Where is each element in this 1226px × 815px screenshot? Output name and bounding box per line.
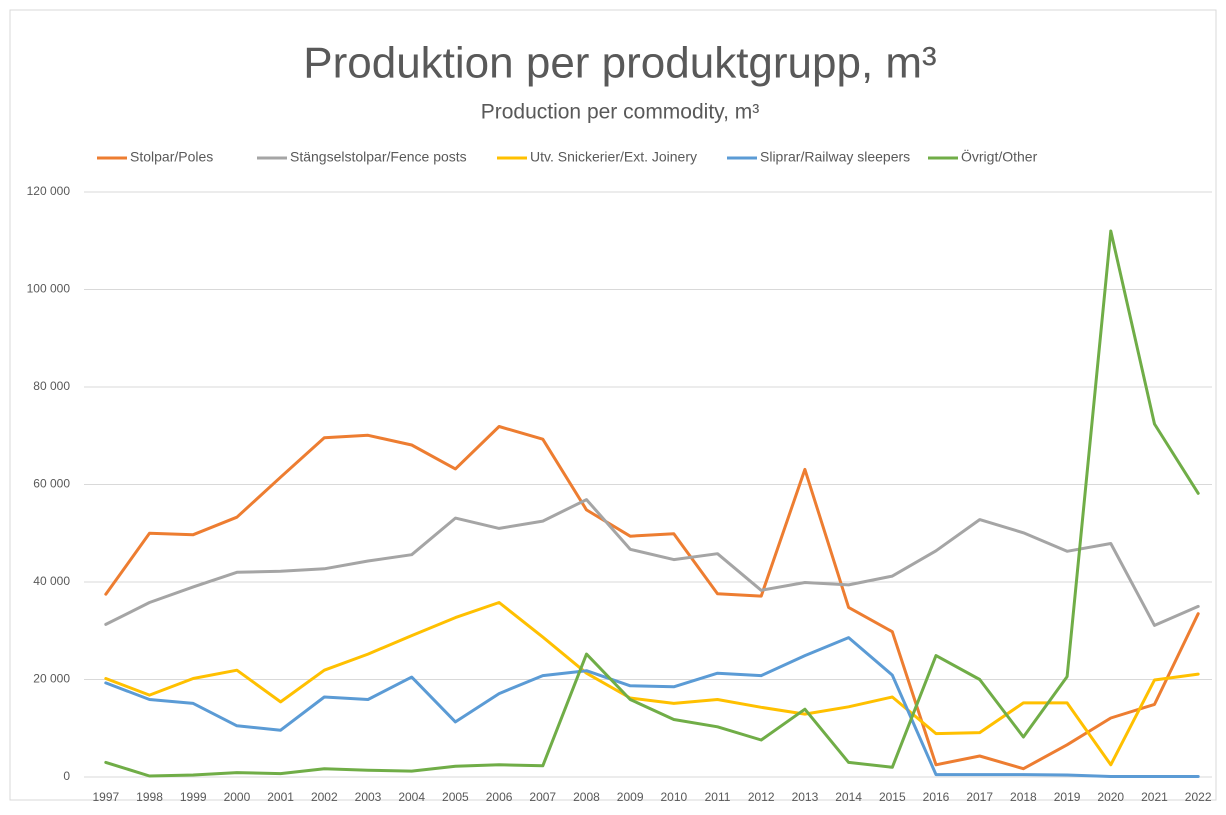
series-line (104, 498, 1200, 627)
x-tick-label: 2021 (1141, 790, 1168, 804)
legend-label: Sliprar/Railway sleepers (760, 149, 910, 165)
x-tick-label: 1998 (136, 790, 163, 804)
x-tick-label: 2002 (311, 790, 338, 804)
x-tick-label: 1999 (180, 790, 207, 804)
x-tick-label: 2011 (705, 790, 731, 804)
series-line (104, 636, 1200, 778)
x-tick-label: 2006 (486, 790, 513, 804)
x-tick-label: 2009 (617, 790, 644, 804)
chart-title: Produktion per produktgrupp, m³ (303, 39, 936, 88)
legend-label: Stängselstolpar/Fence posts (290, 149, 467, 165)
y-tick-label: 120 000 (27, 184, 71, 198)
y-tick-label: 100 000 (27, 282, 71, 296)
series-line (104, 425, 1200, 771)
series-line (104, 601, 1200, 767)
chart-border (9, 9, 1217, 801)
x-tick-label: 2020 (1097, 790, 1124, 804)
legend-label: Stolpar/Poles (130, 149, 213, 165)
x-tick-label: 2019 (1054, 790, 1081, 804)
x-tick-label: 2017 (966, 790, 993, 804)
x-tick-label: 2022 (1185, 790, 1212, 804)
x-tick-label: 2007 (529, 790, 556, 804)
chart-subtitle: Production per commodity, m³ (481, 101, 760, 124)
x-tick-label: 2014 (835, 790, 862, 804)
y-tick-label: 80 000 (33, 379, 70, 393)
x-tick-label: 1997 (92, 790, 119, 804)
x-tick-label: 2012 (748, 790, 775, 804)
legend-label: Övrigt/Other (961, 148, 1038, 165)
legend-label: Utv. Snickerier/Ext. Joinery (530, 149, 697, 165)
y-tick-label: 20 000 (33, 672, 70, 686)
x-tick-label: 2005 (442, 790, 469, 804)
y-tick-label: 0 (63, 769, 70, 783)
x-tick-label: 2018 (1010, 790, 1037, 804)
x-tick-label: 2008 (573, 790, 600, 804)
x-tick-label: 2015 (879, 790, 906, 804)
y-tick-label: 60 000 (33, 477, 70, 491)
x-tick-label: 2003 (355, 790, 382, 804)
x-tick-label: 2001 (267, 790, 294, 804)
x-tick-label: 2004 (398, 790, 425, 804)
x-tick-label: 2010 (660, 790, 687, 804)
x-tick-label: 2000 (224, 790, 251, 804)
x-tick-label: 2016 (923, 790, 950, 804)
y-tick-label: 40 000 (33, 574, 70, 588)
x-tick-label: 2013 (792, 790, 819, 804)
series-line (104, 229, 1200, 778)
